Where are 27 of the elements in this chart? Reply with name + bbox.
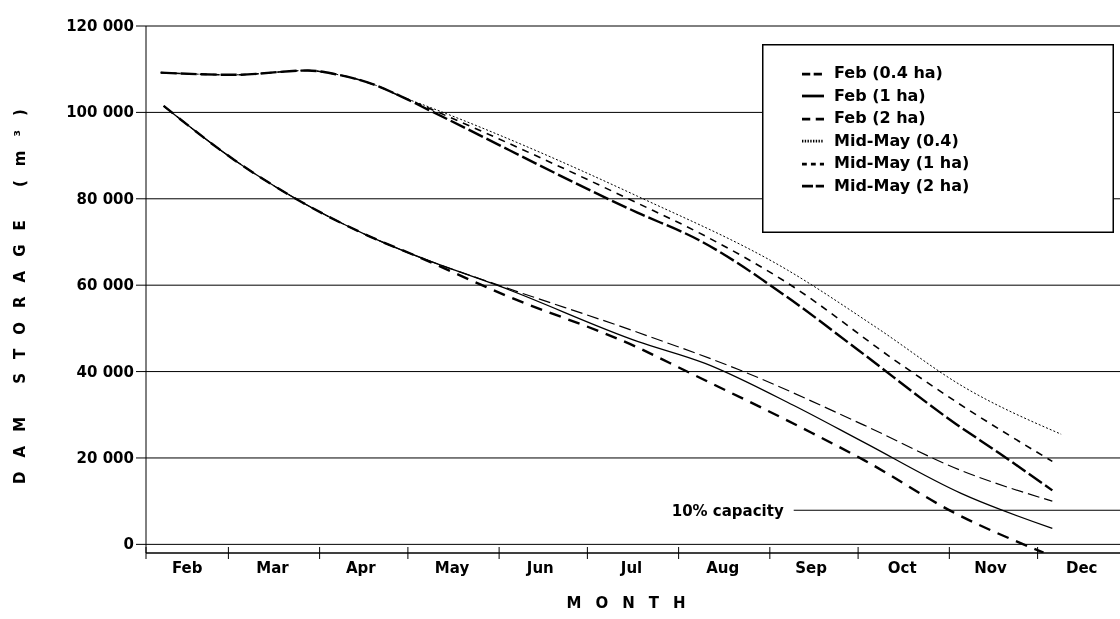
y-tick-label: 100 000 [66, 103, 134, 122]
legend-label: Feb (2 ha) [834, 108, 926, 127]
legend-label: Mid-May (2 ha) [834, 175, 970, 195]
x-tick-label: Oct [887, 559, 917, 577]
y-tick-label: 80 000 [76, 189, 134, 208]
y-tick-label: 40 000 [76, 362, 134, 381]
x-tick-label: Apr [345, 559, 377, 577]
legend-label: Feb (0.4 ha) [834, 63, 943, 82]
x-tick-label: Sep [795, 559, 828, 577]
x-tick-label: Nov [974, 559, 1008, 577]
x-tick-label: Mar [256, 559, 290, 577]
x-tick-label: May [434, 559, 470, 577]
x-tick-label: Dec [1065, 559, 1098, 577]
y-tick-label: 60 000 [76, 276, 134, 295]
ref-line-label: 10% capacity [671, 501, 784, 520]
y-tick-label: 0 [123, 535, 134, 554]
x-tick-label: Jul [619, 559, 643, 577]
y-tick-label: 20 000 [76, 448, 134, 467]
x-axis-title: MONTH [566, 594, 700, 612]
x-tick-label: Feb [171, 559, 203, 577]
legend-label: Feb (1 ha) [834, 85, 926, 105]
y-axis-title: DAM STORAGE (m³) [11, 95, 30, 484]
y-tick-label: 120 000 [66, 17, 134, 35]
x-tick-label: Jun [525, 559, 554, 577]
x-tick-label: Aug [706, 559, 740, 577]
legend-label: Mid-May (1 ha) [834, 153, 970, 172]
legend-label: Mid-May (0.4) [834, 130, 959, 150]
